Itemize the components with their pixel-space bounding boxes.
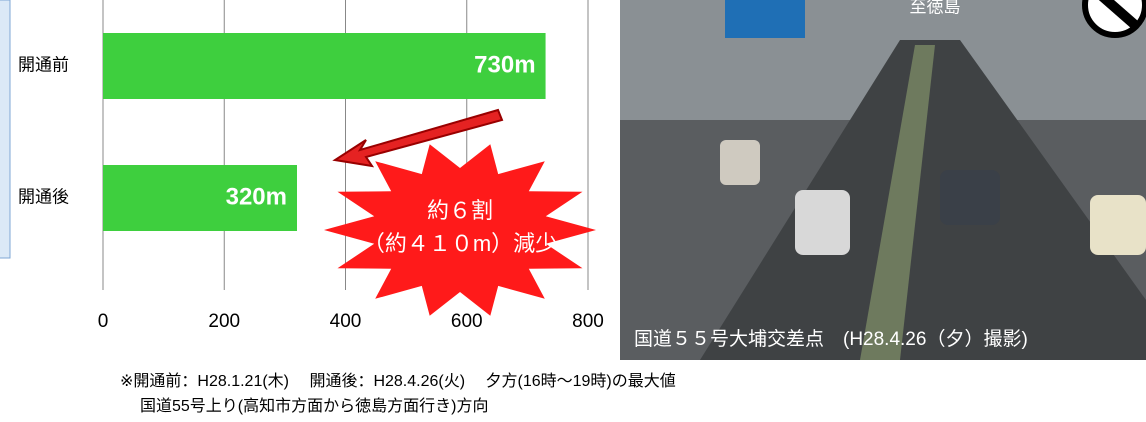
- photo-caption: 国道５５号大埔交差点 (H28.4.26（夕）撮影): [634, 328, 1028, 350]
- x-tick-label: 800: [572, 311, 604, 332]
- x-tick-label: 0: [98, 311, 109, 332]
- chart: 至徳島 国道５５号大埔交差点 (H28.4.26（夕）撮影) ※開通前：H28.…: [0, 0, 1146, 422]
- sign: [725, 0, 805, 38]
- x-tick-label: 600: [451, 311, 483, 332]
- note: ※開通前：H28.1.21(木) 開通後：H28.4.26(火) 夕方(16時～…: [120, 372, 676, 390]
- side-panel: [0, 0, 10, 258]
- car: [720, 140, 760, 185]
- x-tick-label: 400: [330, 311, 362, 332]
- direction-label: 至徳島: [910, 0, 961, 16]
- photo: 至徳島 国道５５号大埔交差点 (H28.4.26（夕）撮影): [620, 0, 1146, 360]
- value-label: 320m: [226, 183, 287, 210]
- car: [1090, 195, 1146, 255]
- x-tick-label: 200: [208, 311, 240, 332]
- annotation: 約６割: [427, 198, 493, 223]
- car: [940, 170, 1000, 225]
- car: [795, 190, 850, 255]
- value-label: 730m: [474, 51, 535, 78]
- annotation: （約４１０m）減少: [363, 231, 557, 256]
- note: 国道55号上り(高知市方面から徳島方面行き)方向: [140, 397, 488, 415]
- y-tick-label: 開通前: [18, 55, 69, 74]
- y-tick-label: 開通後: [18, 187, 69, 206]
